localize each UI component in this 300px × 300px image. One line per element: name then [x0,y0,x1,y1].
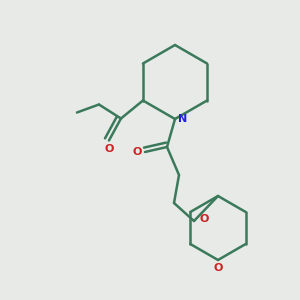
Text: O: O [132,147,142,157]
Text: N: N [178,114,188,124]
Text: O: O [213,263,223,273]
Text: O: O [104,143,114,154]
Text: O: O [199,214,209,224]
